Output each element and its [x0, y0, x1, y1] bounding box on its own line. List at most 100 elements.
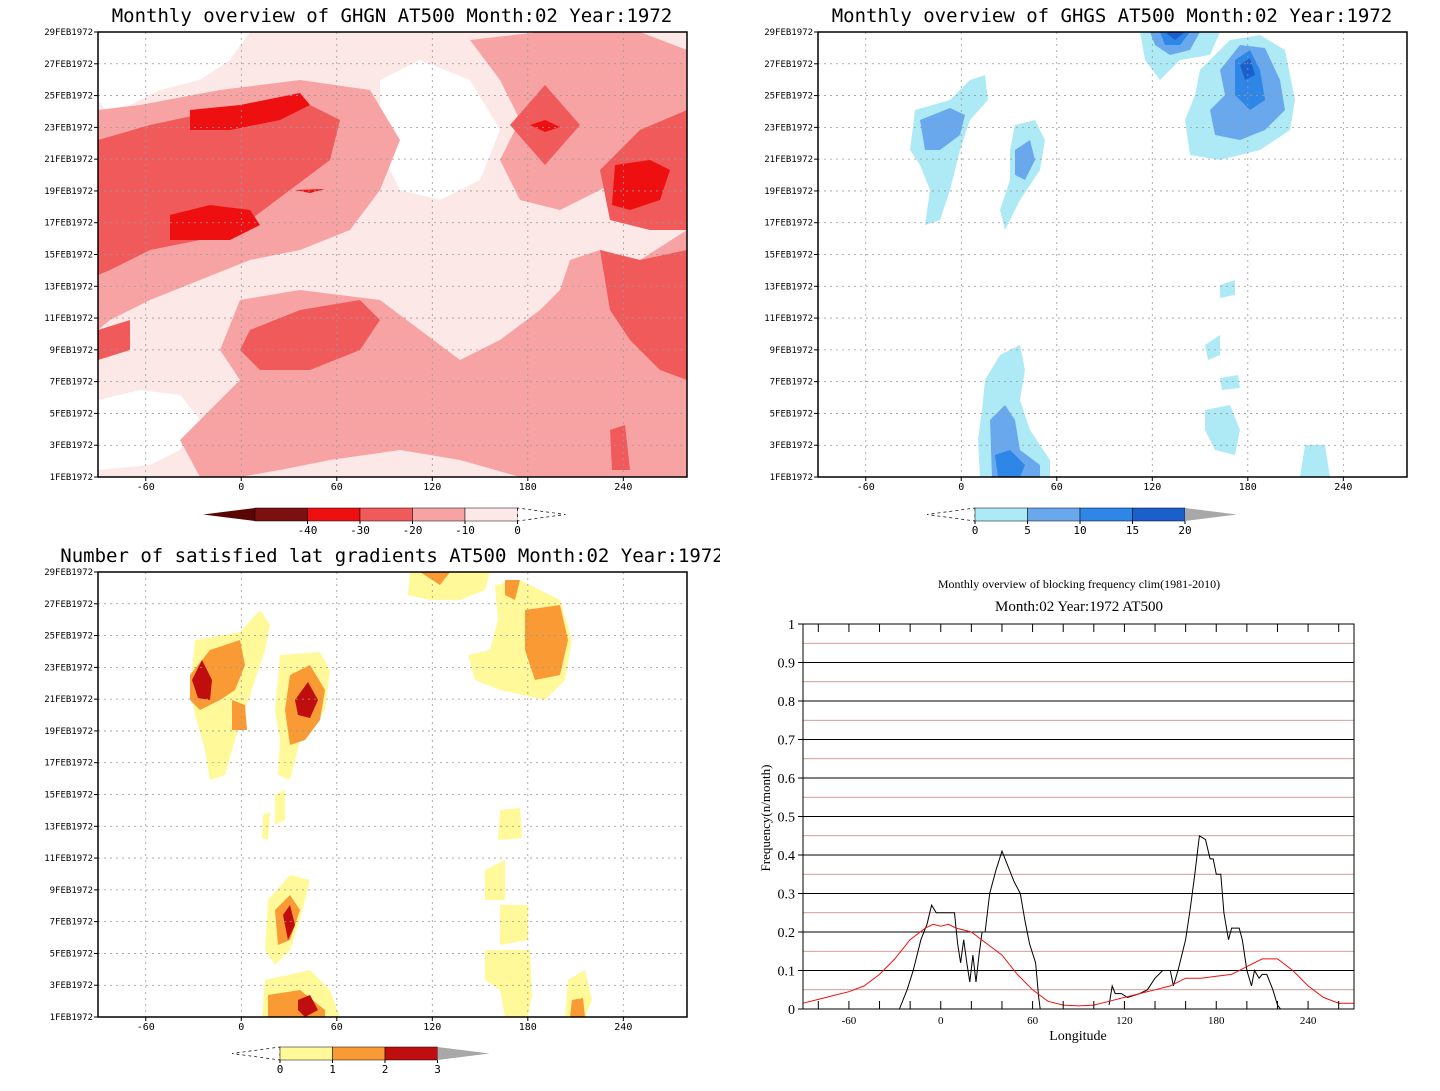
latgrad-title: Number of satisfied lat gradients AT500 …	[60, 545, 720, 567]
ghgs-fill-l2-a	[920, 108, 965, 150]
y-tick-label: 27FEB1972	[44, 60, 93, 70]
y-tick-label: 19FEB1972	[44, 727, 93, 737]
y-tick-label: 7FEB1972	[50, 378, 93, 388]
latgrad-fill-l1-c	[408, 572, 490, 600]
y-tick-label: 21FEB1972	[44, 155, 93, 165]
latgrad-fill-l2-e	[420, 572, 450, 585]
y-tick-label: 23FEB1972	[44, 663, 93, 673]
ghgs-panel: Monthly overview of GHGS AT500 Month:02 …	[764, 5, 1408, 537]
y-tick-label: 7FEB1972	[770, 378, 813, 388]
y-tick-label: 23FEB1972	[764, 123, 813, 133]
colorbar-segment	[464, 507, 518, 522]
line-chart-ylabel: Frequency(n/month)	[758, 765, 773, 872]
ghgn-fill-mid7	[610, 425, 630, 470]
y-tick-label: 27FEB1972	[764, 60, 813, 70]
colorbar-segment	[332, 1046, 386, 1061]
latgrad-fill-l2-i	[570, 998, 585, 1017]
colorbar-label: 0	[514, 524, 521, 537]
line-chart-y-tick-labels: 0 0.1 0.2 0.3 0.4 0.5 0.6 0.7 0.8 0.9 1	[778, 618, 803, 1018]
ghgs-fill-l4-b	[1165, 32, 1185, 40]
colorbar-label: -20	[403, 524, 423, 537]
colorbar-arrow-right	[1185, 508, 1237, 521]
ghgs-y-tick-labels: 1FEB1972 3FEB1972 5FEB1972 7FEB1972 9FEB1972…	[764, 28, 818, 483]
latgrad-fill-l2-d	[525, 605, 568, 680]
latgrad-fill-l2-b	[232, 700, 247, 730]
ghgn-grid	[98, 31, 687, 478]
x-tick-label: 240	[614, 1022, 632, 1033]
x-tick-label: 180	[519, 1022, 537, 1033]
latgrad-x-tick-labels: -60 0 60 120 180 240	[137, 1017, 632, 1033]
latgrad-panel: Number of satisfied lat gradients AT500 …	[44, 545, 720, 1076]
ghgs-colorbar: 0 5 10 15 20	[926, 507, 1237, 537]
latgrad-fill-l1-i	[500, 905, 528, 945]
y-tick-label: 0.7	[778, 734, 796, 749]
x-tick-label: 0	[958, 482, 964, 493]
ghgn-title: Monthly overview of GHGN AT500 Month:02 …	[112, 5, 673, 27]
latgrad-fill-l3-a	[192, 660, 212, 700]
colorbar-label: 1	[329, 1063, 336, 1076]
ghgn-fill-mid2	[240, 300, 380, 370]
colorbar-segment	[1027, 507, 1081, 522]
x-tick-label: 0	[238, 482, 244, 493]
y-tick-label: 9FEB1972	[50, 346, 93, 356]
y-tick-label: 13FEB1972	[44, 282, 93, 292]
latgrad-plot-area: 1FEB1972 3FEB1972 5FEB1972 7FEB1972 9FEB1972…	[44, 568, 688, 1033]
ghgs-fill-l1-j	[1220, 375, 1240, 390]
y-tick-label: 9FEB1972	[50, 886, 93, 896]
ghgn-fill-mid3	[600, 250, 687, 380]
colorbar-label: -30	[350, 524, 370, 537]
y-tick-label: 9FEB1972	[770, 346, 813, 356]
y-tick-label: 17FEB1972	[44, 219, 93, 229]
ghgn-fill-dark3	[530, 120, 560, 132]
y-tick-label: 0.4	[778, 849, 796, 864]
ghgs-fill-l2-b	[1015, 140, 1035, 180]
x-tick-label: 120	[1143, 482, 1161, 493]
y-tick-label: 21FEB1972	[44, 695, 93, 705]
y-tick-label: 0.8	[778, 695, 796, 710]
ghgs-title: Monthly overview of GHGS AT500 Month:02 …	[832, 5, 1393, 27]
y-tick-label: 1FEB1972	[770, 473, 813, 483]
y-tick-label: 0.1	[778, 965, 796, 980]
latgrad-fill-l3-b	[295, 682, 318, 718]
y-tick-label: 0.3	[778, 888, 796, 903]
y-tick-label: 11FEB1972	[44, 314, 93, 324]
line-chart-x-tick-labels: -60 0 60 120 180 240	[817, 624, 1340, 1027]
colorbar-segment	[974, 507, 1028, 522]
x-tick-label: 120	[423, 482, 441, 493]
y-tick-label: 15FEB1972	[44, 251, 93, 261]
x-tick-label: 180	[519, 482, 537, 493]
latgrad-contour-fills	[190, 572, 592, 1017]
x-tick-label: 120	[423, 1022, 441, 1033]
colorbar-segment	[1132, 507, 1186, 522]
y-tick-label: 13FEB1972	[764, 282, 813, 292]
y-tick-label: 11FEB1972	[44, 854, 93, 864]
latgrad-fill-l3-d	[298, 995, 318, 1017]
latgrad-fill-l1-j	[485, 950, 532, 1017]
line-chart-grid	[803, 623, 1354, 1010]
y-tick-label: 3FEB1972	[770, 441, 813, 451]
colorbar-arrow-right	[517, 507, 566, 522]
y-tick-label: 1FEB1972	[50, 473, 93, 483]
y-tick-label: 1	[788, 618, 795, 633]
y-tick-label: 3FEB1972	[50, 981, 93, 991]
ghgn-panel: Monthly overview of GHGN AT500 Month:02 …	[44, 5, 688, 537]
ghgn-fill-dark2	[170, 205, 260, 240]
x-tick-label: -60	[857, 482, 875, 493]
y-tick-label: 11FEB1972	[764, 314, 813, 324]
colorbar-label: 2	[382, 1063, 389, 1076]
colorbar-segment	[359, 507, 413, 522]
y-tick-label: 1FEB1972	[50, 1013, 93, 1023]
y-tick-label: 5FEB1972	[50, 409, 93, 419]
ghgn-x-tick-labels: -60 0 60 120 180 240	[137, 477, 632, 493]
ghgn-plot-area: 1FEB1972 3FEB1972 5FEB1972 7FEB1972 9FEB1972…	[44, 28, 688, 493]
x-tick-label: 0	[238, 1022, 244, 1033]
x-tick-label: 180	[1239, 482, 1257, 493]
colorbar-label: 0	[277, 1063, 284, 1076]
y-tick-label: 19FEB1972	[44, 187, 93, 197]
colorbar-label: 20	[1178, 524, 1191, 537]
line-chart-xlabel: Longitude	[1049, 1029, 1107, 1044]
x-tick-label: 120	[1116, 1015, 1133, 1027]
x-tick-label: -60	[842, 1015, 857, 1027]
y-tick-label: 27FEB1972	[44, 600, 93, 610]
ghgs-fill-l1-h	[1220, 280, 1235, 298]
